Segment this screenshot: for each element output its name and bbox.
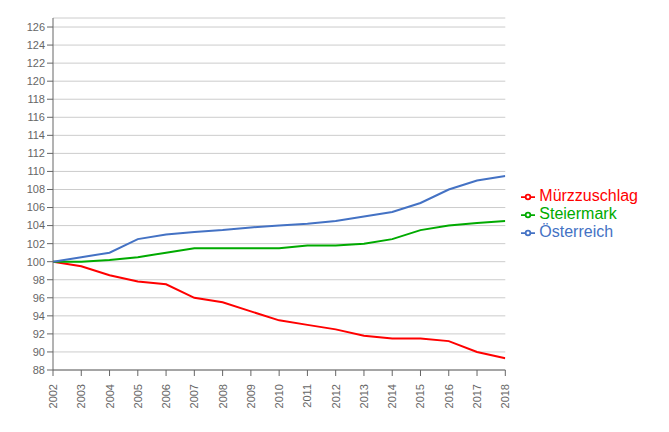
svg-text:90: 90 — [33, 346, 45, 358]
svg-text:96: 96 — [33, 292, 45, 304]
svg-text:122: 122 — [27, 57, 45, 69]
svg-text:110: 110 — [27, 165, 45, 177]
svg-text:120: 120 — [27, 75, 45, 87]
svg-text:2010: 2010 — [273, 384, 285, 408]
svg-text:112: 112 — [27, 147, 45, 159]
svg-text:2009: 2009 — [245, 384, 257, 408]
svg-text:2012: 2012 — [330, 384, 342, 408]
svg-text:2014: 2014 — [386, 384, 398, 408]
svg-text:2013: 2013 — [358, 384, 370, 408]
svg-text:114: 114 — [27, 129, 45, 141]
svg-text:2005: 2005 — [132, 384, 144, 408]
svg-text:2016: 2016 — [443, 384, 455, 408]
svg-text:94: 94 — [33, 310, 45, 322]
html-text:Steiermark: Steiermark — [539, 205, 617, 222]
svg-text:2018: 2018 — [499, 384, 511, 408]
svg-text:2007: 2007 — [188, 384, 200, 408]
svg-text:2017: 2017 — [471, 384, 483, 408]
svg-text:108: 108 — [27, 183, 45, 195]
svg-text:2015: 2015 — [414, 384, 426, 408]
svg-text:2008: 2008 — [217, 384, 229, 408]
svg-text:2004: 2004 — [104, 384, 116, 408]
svg-text:124: 124 — [27, 39, 45, 51]
svg-text:116: 116 — [27, 111, 45, 123]
svg-text:106: 106 — [27, 201, 45, 213]
svg-text:104: 104 — [27, 219, 45, 231]
svg-text:102: 102 — [27, 238, 45, 250]
svg-text:100: 100 — [27, 256, 45, 268]
svg-text:2003: 2003 — [75, 384, 87, 408]
svg-text:88: 88 — [33, 364, 45, 376]
html-text:Mürzzuschlag: Mürzzuschlag — [539, 187, 638, 204]
svg-text:126: 126 — [27, 21, 45, 33]
svg-text:2011: 2011 — [301, 384, 313, 408]
svg-text:2002: 2002 — [47, 384, 59, 408]
svg-text:2006: 2006 — [160, 384, 172, 408]
svg-text:98: 98 — [33, 274, 45, 286]
svg-text:92: 92 — [33, 328, 45, 340]
svg-text:118: 118 — [27, 93, 45, 105]
html-text:Österreich: Österreich — [539, 223, 614, 240]
